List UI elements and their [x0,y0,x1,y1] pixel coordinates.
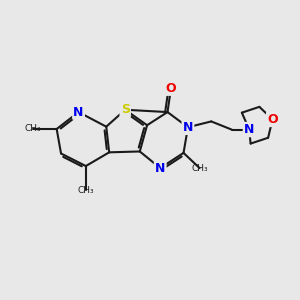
Text: CH₃: CH₃ [77,186,94,195]
Text: S: S [121,103,130,116]
Text: N: N [74,106,84,118]
Text: CH₃: CH₃ [24,124,41,134]
Text: CH₃: CH₃ [191,164,208,172]
Text: N: N [183,121,193,134]
Text: N: N [155,162,165,175]
Text: O: O [166,82,176,95]
Text: O: O [267,113,278,126]
Text: N: N [244,123,254,136]
